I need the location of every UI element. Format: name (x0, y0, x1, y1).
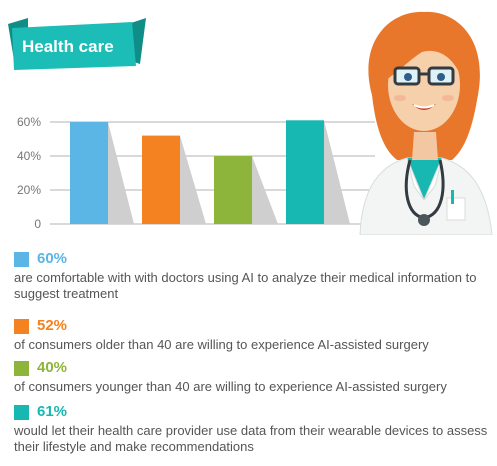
y-tick-label: 0 (34, 217, 41, 231)
bar-shadow (324, 120, 350, 224)
stat-description: are comfortable with with doctors using … (14, 270, 477, 301)
color-swatch (14, 360, 29, 376)
stat-item: 40% of consumers younger than 40 are wil… (14, 360, 489, 395)
health-care-banner (8, 18, 146, 70)
stat-percentage: 61% (37, 403, 68, 420)
y-tick-label: 40% (17, 149, 41, 163)
stat-percentage: 40% (37, 359, 68, 376)
color-swatch (14, 404, 29, 420)
stat-item: 52% of consumers older than 40 are willi… (14, 318, 489, 353)
stat-item: 60% are comfortable with with doctors us… (14, 251, 489, 302)
stat-description: of consumers older than 40 are willing t… (14, 337, 429, 352)
stat-percentage: 60% (37, 250, 68, 267)
y-tick-label: 20% (17, 183, 41, 197)
bar-shadow (252, 156, 278, 224)
bar-61% (286, 120, 324, 224)
doctor-illustration (359, 11, 493, 235)
stat-percentage: 52% (37, 317, 68, 334)
y-tick-label: 60% (17, 115, 41, 129)
bar-chart: 0 20% 40% 60% (17, 115, 375, 231)
bar-shadow (180, 135, 206, 224)
stat-item: 61% would let their health care provider… (14, 404, 489, 455)
color-swatch (14, 318, 29, 334)
bar-40% (214, 156, 252, 224)
stat-description: of consumers younger than 40 are willing… (14, 379, 447, 394)
banner-title: Health care (22, 37, 114, 56)
stat-description: would let their health care provider use… (14, 423, 488, 454)
bar-52% (142, 135, 180, 224)
color-swatch (14, 251, 29, 267)
bar-shadow (108, 122, 134, 224)
bar-60% (70, 122, 108, 224)
